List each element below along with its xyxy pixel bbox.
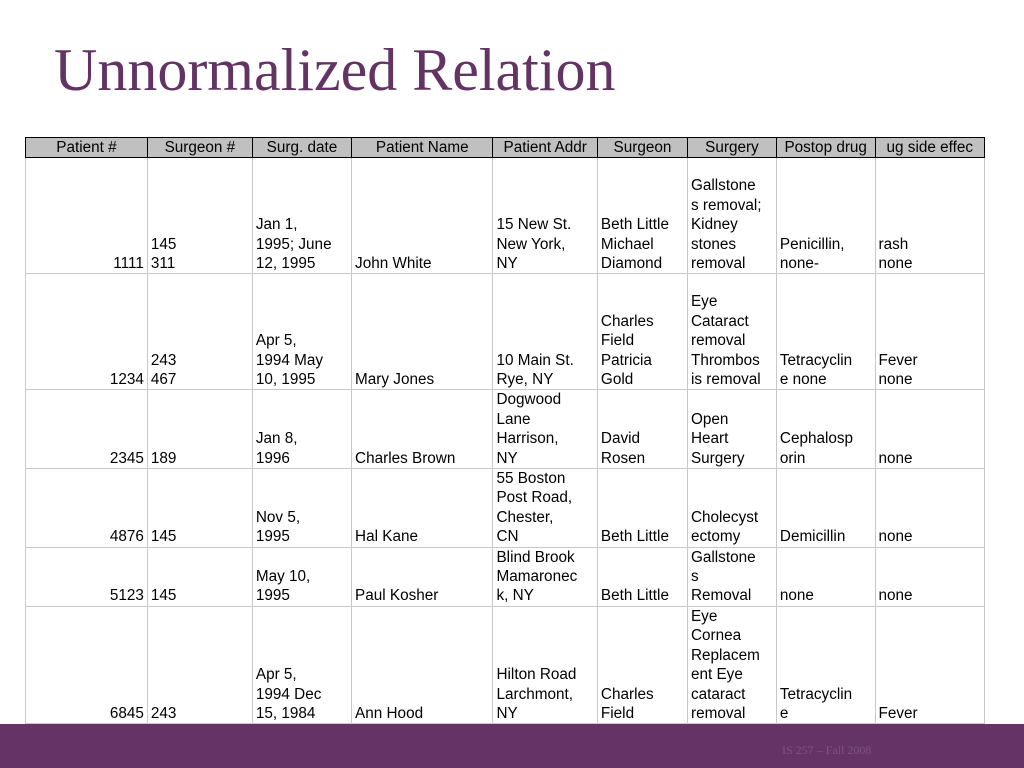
column-header-surgeon: Surgeon (596, 137, 688, 159)
cell-surgery: Gallstone s removal; Kidney stones remov… (686, 157, 777, 275)
cell-patient-name: Ann Hood (351, 605, 494, 725)
cell-drug-side-effects: rash none (874, 157, 985, 275)
table-row: 1234 243 467 Apr 5, 1994 May 10, 1995 Ma… (25, 273, 985, 391)
table-row: 4876 145 Nov 5, 1995 Hal Kane 55 Boston … (25, 468, 985, 548)
cell-surgery-date: Nov 5, 1995 (251, 468, 353, 548)
cell-drug-side-effects: none (874, 468, 985, 548)
column-header-surgeon-number: Surgeon # (146, 137, 253, 159)
cell-patient-name: Mary Jones (351, 273, 494, 391)
cell-surgeon-number: 145 (146, 468, 253, 548)
column-header-patient-address: Patient Addr (492, 137, 598, 159)
cell-postop-drug: Cephalosp orin (775, 389, 876, 470)
footer-bar (0, 724, 1024, 768)
cell-surgeon: Charles Field (596, 605, 688, 725)
cell-drug-side-effects: none (874, 546, 985, 607)
table-row: 6845 243 Apr 5, 1994 Dec 15, 1984 Ann Ho… (25, 605, 985, 725)
cell-patient-address: 10 Main St. Rye, NY (492, 273, 598, 391)
cell-patient-address: 15 New St. New York, NY (492, 157, 598, 275)
cell-surgeon: Beth Little Michael Diamond (596, 157, 688, 275)
footer-text: IS 257 – Fall 2008 (782, 743, 872, 757)
cell-postop-drug: Demicillin (775, 468, 876, 548)
column-header-surgery: Surgery (686, 137, 777, 159)
cell-surgeon-number: 189 (146, 389, 253, 470)
cell-surgery-date: Apr 5, 1994 Dec 15, 1984 (251, 605, 353, 725)
column-header-surgery-date: Surg. date (251, 137, 353, 159)
cell-surgery: Open Heart Surgery (686, 389, 777, 470)
column-header-postop-drug: Postop drug (775, 137, 876, 159)
table-row: 2345 189 Jan 8, 1996 Charles Brown Dogwo… (25, 389, 985, 470)
cell-drug-side-effects: none (874, 389, 985, 470)
cell-surgery-date: Apr 5, 1994 May 10, 1995 (251, 273, 353, 391)
cell-postop-drug: Tetracyclin e none (775, 273, 876, 391)
unnormalized-relation-table: Patient # Surgeon # Surg. date Patient N… (25, 137, 985, 725)
cell-surgeon: Beth Little (596, 468, 688, 548)
cell-patient-number: 2345 (25, 389, 148, 470)
cell-surgery-date: Jan 8, 1996 (251, 389, 353, 470)
cell-postop-drug: Tetracyclin e (775, 605, 876, 725)
cell-patient-number: 6845 (25, 605, 148, 725)
cell-surgeon-number: 243 467 (146, 273, 253, 391)
cell-patient-number: 1234 (25, 273, 148, 391)
table-row: 5123 145 May 10, 1995 Paul Kosher Blind … (25, 546, 985, 607)
cell-surgeon: David Rosen (596, 389, 688, 470)
column-header-patient-number: Patient # (25, 137, 148, 159)
cell-surgeon: Charles Field Patricia Gold (596, 273, 688, 391)
cell-surgery: Cholecyst ectomy (686, 468, 777, 548)
cell-surgeon-number: 145 311 (146, 157, 253, 275)
cell-drug-side-effects: Fever (874, 605, 985, 725)
cell-patient-address: Blind Brook Mamaronec k, NY (492, 546, 598, 607)
slide-title: Unnormalized Relation (54, 37, 616, 103)
column-header-patient-name: Patient Name (351, 137, 494, 159)
column-header-drug-side-effects: ug side effec (874, 137, 985, 159)
cell-patient-number: 1111 (25, 157, 148, 275)
cell-patient-name: Hal Kane (351, 468, 494, 548)
cell-surgeon-number: 243 (146, 605, 253, 725)
cell-surgeon: Beth Little (596, 546, 688, 607)
table-container: Patient # Surgeon # Surg. date Patient N… (25, 137, 985, 725)
cell-surgery-date: Jan 1, 1995; June 12, 1995 (251, 157, 353, 275)
cell-patient-address: Hilton Road Larchmont, NY (492, 605, 598, 725)
cell-patient-name: Charles Brown (351, 389, 494, 470)
cell-patient-number: 4876 (25, 468, 148, 548)
cell-patient-name: John White (351, 157, 494, 275)
cell-surgery: Eye Cataract removal Thrombos is removal (686, 273, 777, 391)
cell-surgery-date: May 10, 1995 (251, 546, 353, 607)
cell-patient-address: 55 Boston Post Road, Chester, CN (492, 468, 598, 548)
cell-patient-name: Paul Kosher (351, 546, 494, 607)
cell-patient-address: Dogwood Lane Harrison, NY (492, 389, 598, 470)
cell-drug-side-effects: Fever none (874, 273, 985, 391)
cell-patient-number: 5123 (25, 546, 148, 607)
cell-surgery: Eye Cornea Replacem ent Eye cataract rem… (686, 605, 777, 725)
cell-surgery: Gallstone s Removal (686, 546, 777, 607)
cell-surgeon-number: 145 (146, 546, 253, 607)
cell-postop-drug: Penicillin, none- (775, 157, 876, 275)
header-row: Patient # Surgeon # Surg. date Patient N… (25, 137, 985, 159)
table-row: 1111 145 311 Jan 1, 1995; June 12, 1995 … (25, 157, 985, 275)
cell-postop-drug: none (775, 546, 876, 607)
